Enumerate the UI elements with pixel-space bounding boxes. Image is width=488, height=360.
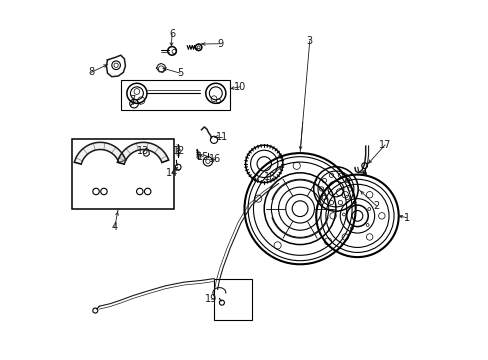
Polygon shape xyxy=(117,142,168,164)
Circle shape xyxy=(362,172,366,175)
Text: 8: 8 xyxy=(88,67,94,77)
Text: 16: 16 xyxy=(208,154,221,164)
Bar xyxy=(72,139,174,209)
Polygon shape xyxy=(74,142,125,164)
Polygon shape xyxy=(156,63,165,72)
Text: 4: 4 xyxy=(111,222,118,232)
Text: 18: 18 xyxy=(264,172,276,182)
Text: 15: 15 xyxy=(197,152,209,162)
Text: 11: 11 xyxy=(216,132,228,142)
Text: 2: 2 xyxy=(372,201,379,211)
Polygon shape xyxy=(106,55,125,77)
Text: 3: 3 xyxy=(306,36,312,46)
Text: 9: 9 xyxy=(217,39,223,49)
Bar xyxy=(214,279,251,320)
Polygon shape xyxy=(143,148,149,156)
Text: 1: 1 xyxy=(403,213,409,222)
Text: 13: 13 xyxy=(137,145,149,156)
Text: 12: 12 xyxy=(173,145,185,156)
Text: 10: 10 xyxy=(234,82,246,92)
Text: 6: 6 xyxy=(169,29,175,39)
Text: 5: 5 xyxy=(177,68,183,78)
Text: 17: 17 xyxy=(378,140,390,150)
Text: 7: 7 xyxy=(129,95,136,105)
Text: 19: 19 xyxy=(205,294,217,304)
Bar xyxy=(121,80,230,110)
Text: 14: 14 xyxy=(165,168,178,178)
